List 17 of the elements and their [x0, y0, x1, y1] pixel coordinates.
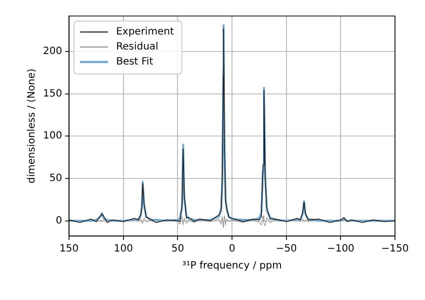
- y-tick-label: 0: [56, 215, 62, 226]
- y-tick-label: 200: [42, 46, 62, 58]
- x-tick-label: 50: [171, 244, 184, 255]
- y-axis-title: dimensionless / (None): [26, 68, 38, 184]
- x-tick-label: 0: [228, 244, 236, 255]
- x-tick-label: 150: [60, 244, 79, 255]
- y-tick-label: 50: [49, 173, 62, 184]
- x-tick-label: −50: [276, 244, 297, 255]
- legend-label: Experiment: [116, 26, 174, 38]
- y-tick-label: 100: [42, 130, 62, 142]
- legend-label: Best Fit: [116, 56, 154, 68]
- x-axis-title: ³¹P frequency / ppm: [182, 260, 282, 272]
- x-tick-label: −100: [326, 244, 354, 255]
- x-tick-label: −150: [381, 244, 409, 255]
- y-tick-label: 150: [42, 88, 62, 100]
- legend-label: Residual: [116, 42, 158, 53]
- x-tick-label: 100: [114, 244, 133, 255]
